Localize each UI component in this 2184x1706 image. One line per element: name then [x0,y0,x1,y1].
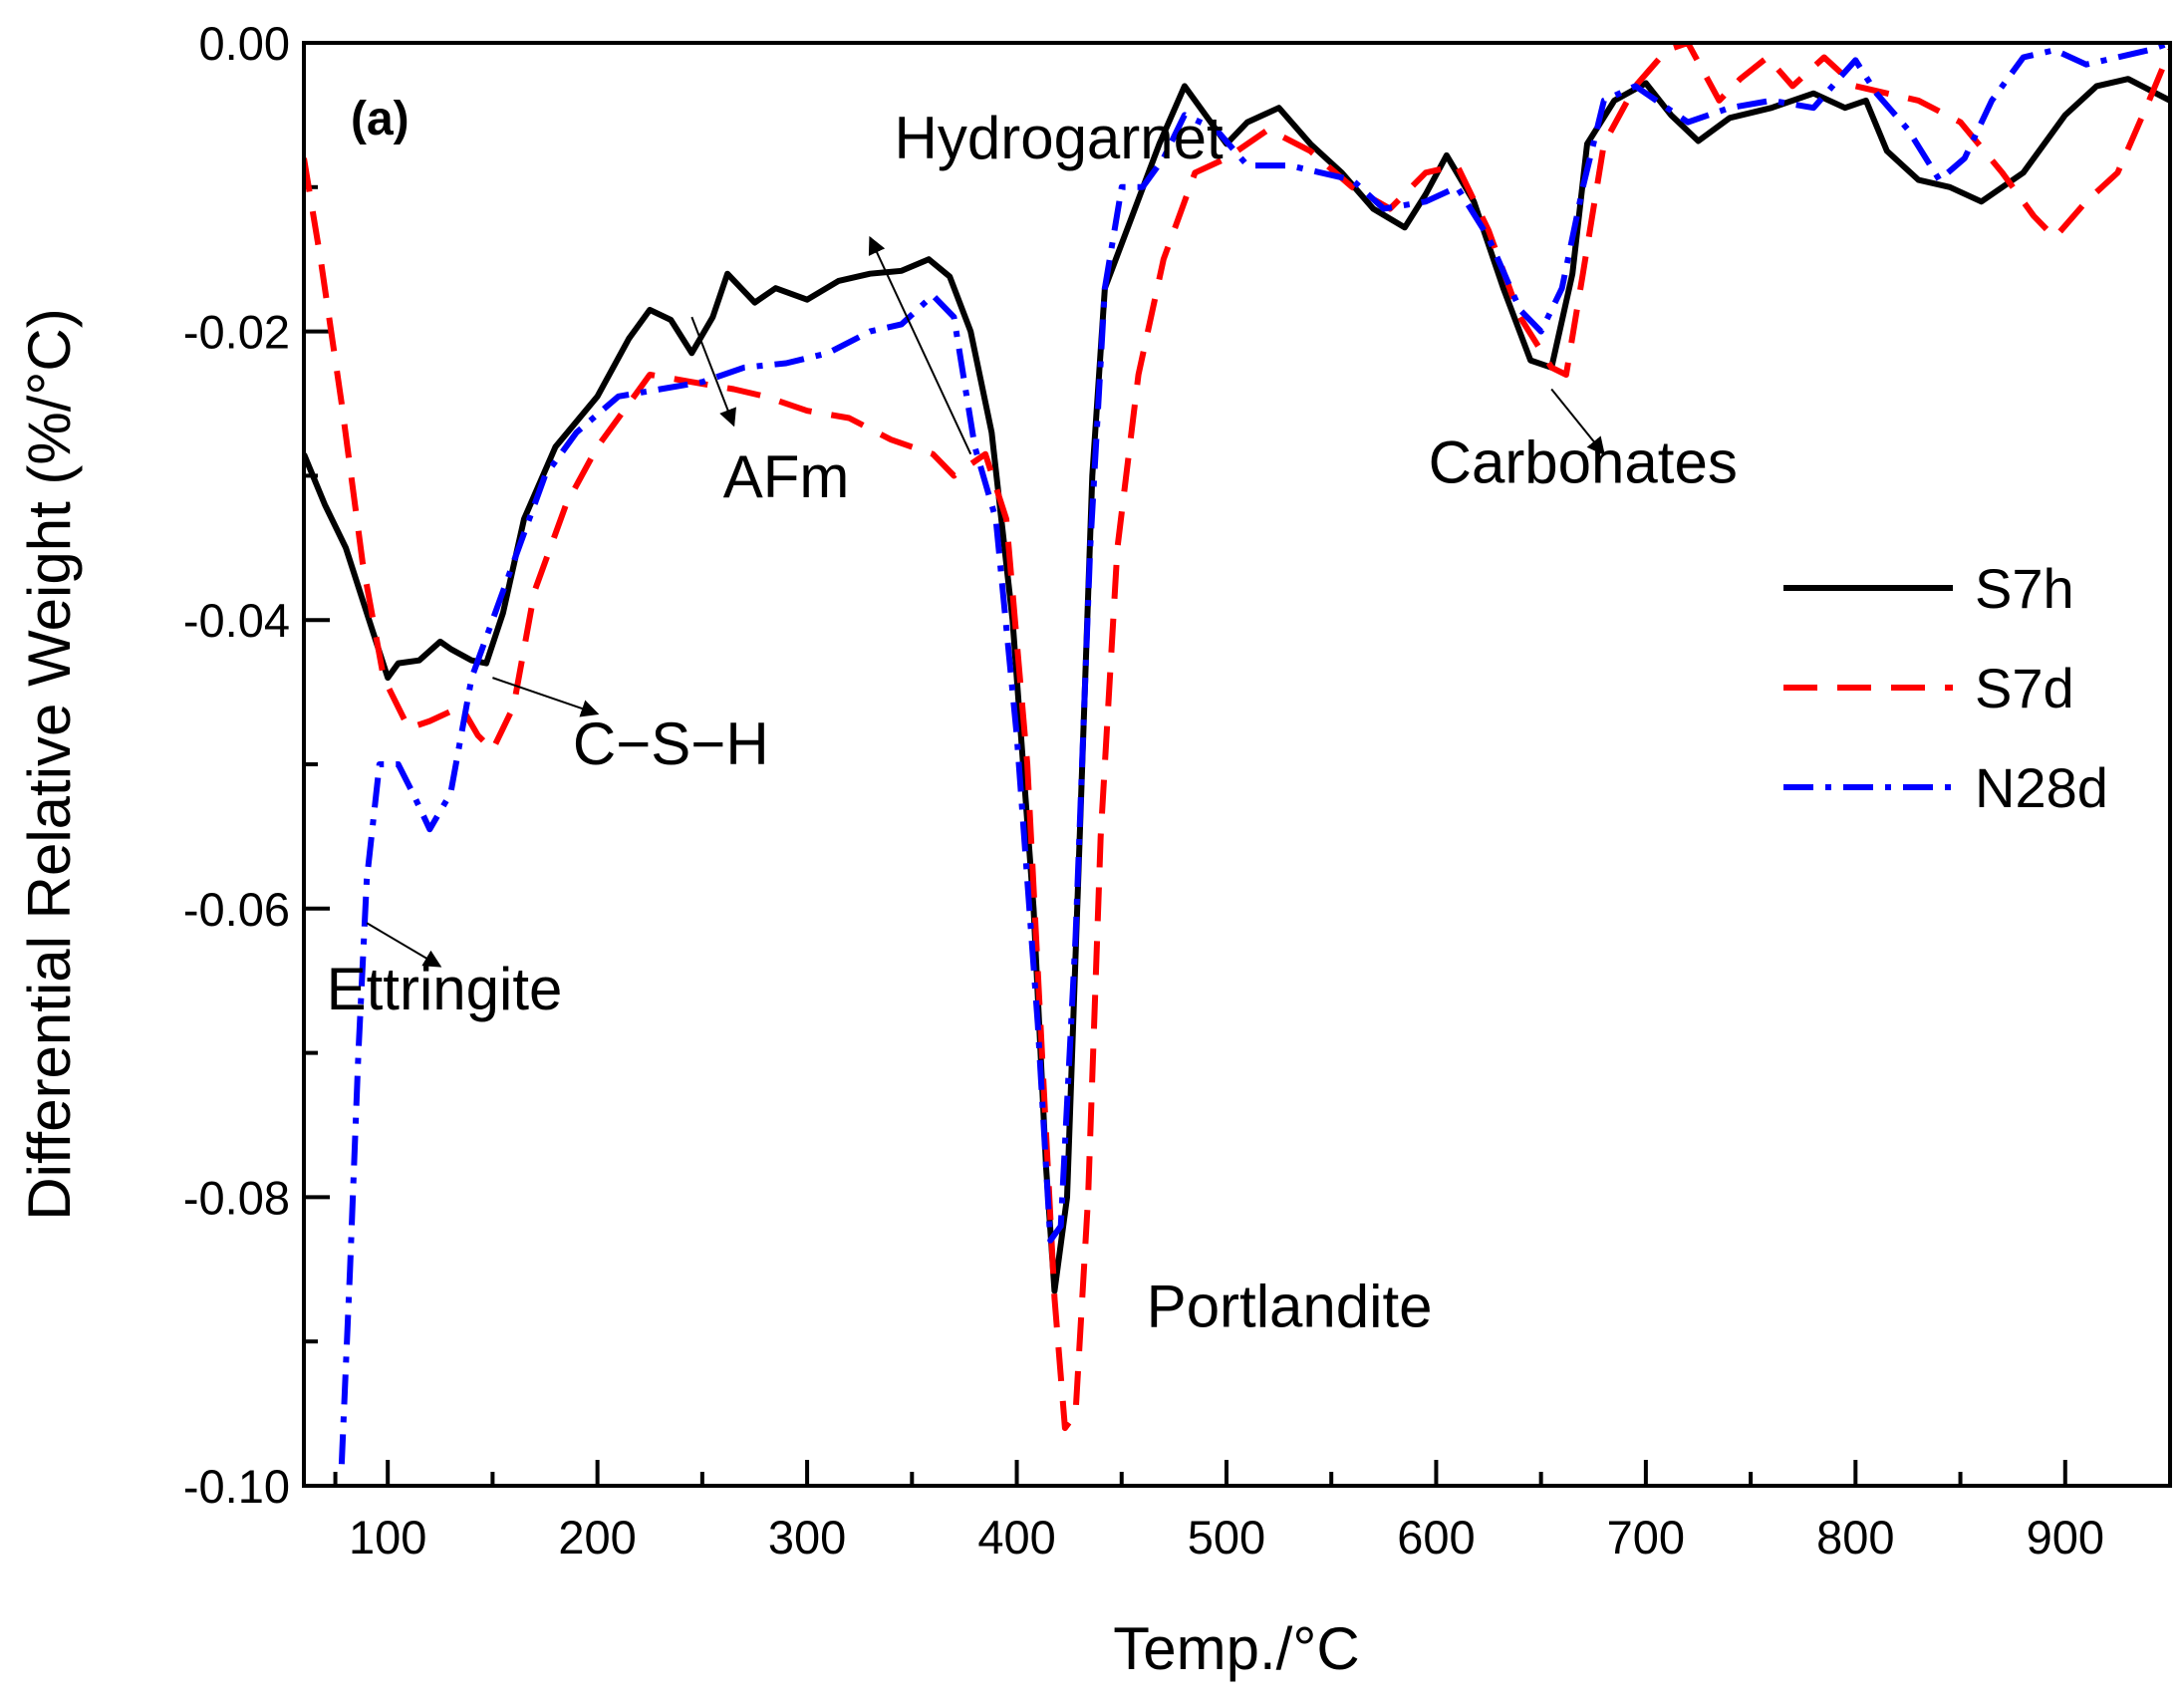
annotation-arrow [366,922,442,968]
annotation-arrows [366,235,1605,968]
annotation-arrow [868,235,972,455]
x-tick-label: 200 [558,1511,636,1564]
annotations: Hydrogarnet AFm C−S−H Ettringite Portlandite… [327,105,1738,1340]
annotation-afm: AFm [723,443,850,510]
x-tick-label: 500 [1188,1511,1265,1564]
series-layer [304,43,2170,1465]
annotation-portlandite: Portlandite [1147,1274,1433,1340]
y-tick-label: -0.08 [183,1171,290,1224]
x-tick-label: 700 [1607,1511,1685,1564]
plot-frame [302,41,2172,1488]
y-tick-label: -0.10 [183,1460,290,1513]
tick-labels: 100 200 300 400 500 600 700 800 900 0.00 -0.02 -0.0… [183,17,2104,1564]
axis-ticks [304,41,2067,1488]
x-tick-label: 100 [349,1511,426,1564]
annotation-c-s-h: C−S−H [573,711,769,777]
panel-label: (a) [351,93,410,145]
y-axis-title: Differential Relative Weight (%/°C) [16,308,83,1220]
y-tick-label: -0.04 [183,594,290,647]
legend: S7h S7d N28d [1783,557,2108,819]
annotation-carbonates: Carbonates [1429,429,1738,496]
annotation-arrow [492,677,600,717]
annotation-hydrogarnet: Hydrogarnet [895,105,1225,171]
x-axis-title: Temp./°C [1113,1615,1359,1682]
x-tick-label: 300 [768,1511,846,1564]
y-tick-label: -0.06 [183,883,290,936]
x-tick-label: 600 [1397,1511,1475,1564]
series-line-s7h [304,76,2170,1294]
annotation-ettringite: Ettringite [327,956,563,1022]
series-line-s7d [304,43,2170,1432]
y-tick-label: 0.00 [199,17,290,70]
y-tick-label: -0.02 [183,306,290,359]
x-tick-label: 900 [2027,1511,2104,1564]
x-tick-label: 800 [1816,1511,1894,1564]
annotation-arrow [1550,388,1605,456]
legend-label-s7h: S7h [1975,557,2074,620]
x-tick-label: 400 [977,1511,1055,1564]
series-line-n28d [338,43,2170,1465]
annotation-arrow [690,316,736,427]
legend-label-s7d: S7d [1975,657,2074,719]
legend-label-n28d: N28d [1975,756,2108,819]
